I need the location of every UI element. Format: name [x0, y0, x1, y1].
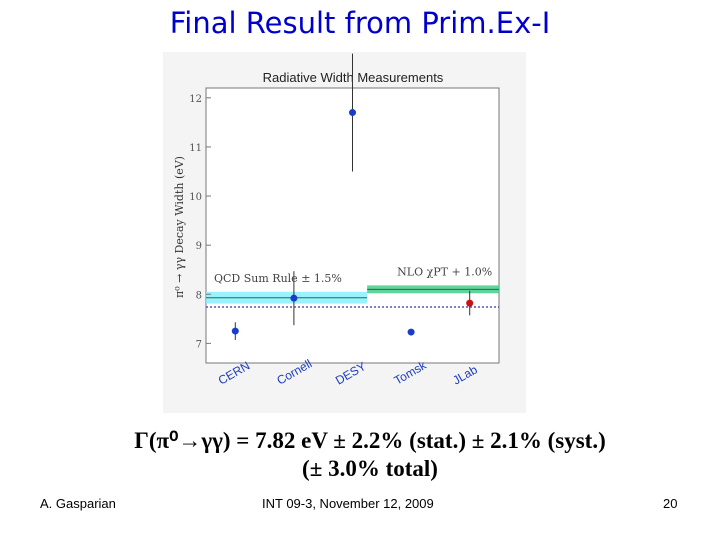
y-ticks: 7 8 9 10 11 12: [189, 94, 211, 350]
theory-band-label-1: NLO χPT + 1.0%: [397, 265, 492, 278]
y-tick-label: 11: [189, 143, 202, 154]
chart-title: Radiative Width Measurements: [263, 70, 444, 85]
y-axis-label: π⁰ → γγ Decay Width (eV): [173, 156, 186, 298]
chart-figure: Radiative Width Measurements π⁰ → γγ Dec…: [163, 52, 526, 413]
data-point-jlab: [466, 299, 474, 307]
y-tick-label: 7: [196, 339, 202, 350]
footer-event: INT 09-3, November 12, 2009: [262, 496, 434, 511]
result-total-uncertainty: (± 3.0% total): [302, 456, 438, 481]
result-formula: Γ(π⁰→γγ) = 7.82 eV ± 2.2% (stat.) ± 2.1%…: [134, 428, 606, 453]
y-tick-label: 8: [196, 290, 202, 301]
data-point-cern: [231, 327, 239, 335]
data-point-desy: [349, 109, 356, 117]
data-point-tomsk: [407, 328, 415, 336]
y-tick-label: 12: [189, 94, 202, 105]
chart-svg: Radiative Width Measurements π⁰ → γγ Dec…: [163, 52, 526, 413]
data-points: [231, 53, 474, 340]
footer-author: A. Gasparian: [40, 496, 116, 511]
data-point-cornell: [290, 294, 298, 302]
footer-page-number: 20: [663, 496, 678, 511]
theory-band-label-0: QCD Sum Rule ± 1.5%: [214, 272, 342, 285]
y-tick-label: 9: [196, 241, 202, 252]
slide-title: Final Result from Prim.Ex-I: [169, 6, 551, 40]
bands-layer: QCD Sum Rule ± 1.5% NLO χPT + 1.0%: [206, 265, 499, 308]
y-tick-label: 10: [189, 192, 202, 203]
